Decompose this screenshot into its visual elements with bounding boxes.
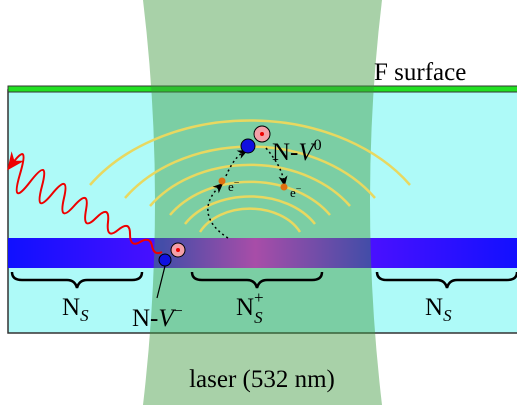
vacancy-center xyxy=(176,248,180,252)
label-part: S xyxy=(443,306,452,325)
label-part: N xyxy=(236,294,254,321)
electron xyxy=(219,178,226,185)
nitrogen-atom xyxy=(159,254,171,266)
label-part: − xyxy=(174,303,183,320)
label-part: 0 xyxy=(314,137,322,154)
label-part: N xyxy=(62,294,80,321)
label-part: + xyxy=(254,288,264,307)
label-part: N xyxy=(425,294,443,321)
vacancy-center xyxy=(260,132,264,136)
nitrogen-atom xyxy=(241,139,255,153)
label-part: − xyxy=(234,178,240,189)
label-part: S xyxy=(254,308,263,327)
laser-label: laser (532 nm) xyxy=(189,366,335,393)
label-part: − xyxy=(296,184,302,195)
surface-label: F surface xyxy=(374,59,466,86)
label-part: N- xyxy=(272,139,298,166)
label-part: S xyxy=(80,306,89,325)
label-part: N- xyxy=(132,305,158,332)
diagram: F surface N-V0 e− e− NS NS+ NS N-V− lase… xyxy=(0,0,517,405)
electron xyxy=(281,184,288,191)
